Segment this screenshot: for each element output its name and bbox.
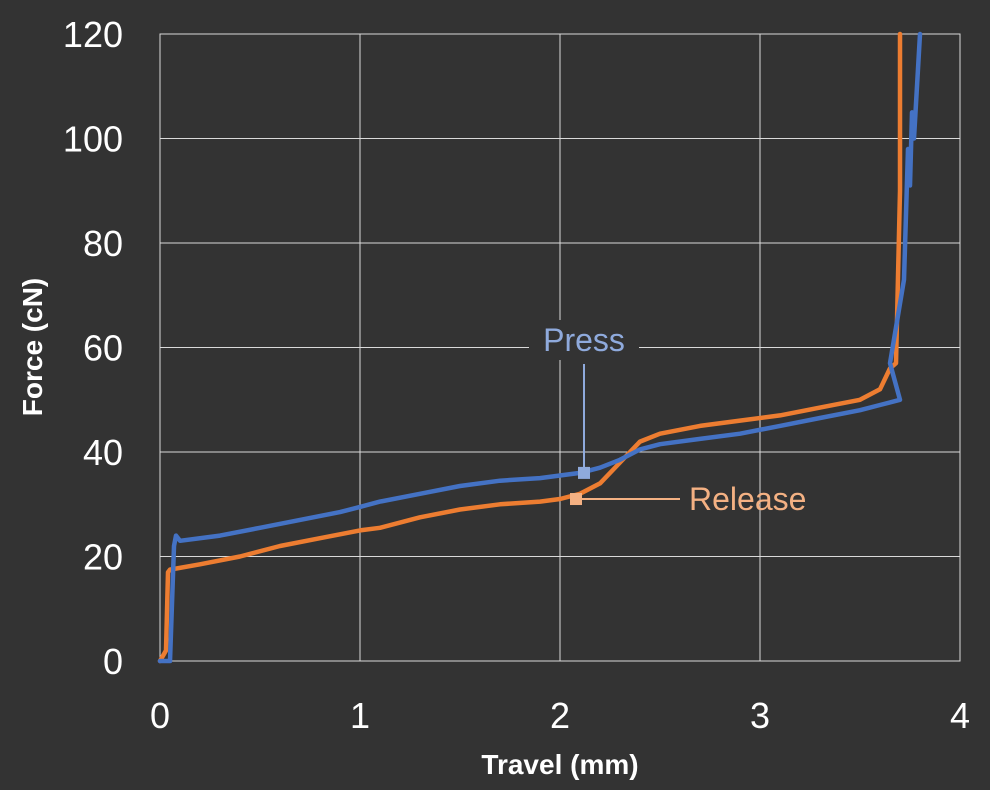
x-tick-labels: 0 1 2 3 4 bbox=[150, 695, 970, 736]
x-tick-label: 4 bbox=[950, 695, 970, 736]
y-axis-title: Force (cN) bbox=[17, 278, 48, 416]
x-tick-label: 3 bbox=[750, 695, 770, 736]
x-tick-label: 1 bbox=[350, 695, 370, 736]
release-marker bbox=[570, 493, 582, 506]
y-tick-label: 100 bbox=[63, 119, 123, 160]
press-label-bg bbox=[529, 320, 639, 360]
y-tick-label: 0 bbox=[103, 641, 123, 682]
press-marker bbox=[578, 466, 590, 479]
y-tick-label: 20 bbox=[83, 537, 123, 578]
series-callouts: Press Release bbox=[529, 320, 806, 517]
series-line-press bbox=[157, 31, 923, 664]
x-tick-label: 2 bbox=[550, 695, 570, 736]
press-label: Press bbox=[543, 322, 625, 358]
y-tick-label: 80 bbox=[83, 223, 123, 264]
x-axis-title: Travel (mm) bbox=[481, 749, 638, 780]
y-tick-label: 40 bbox=[83, 432, 123, 473]
x-tick-label: 0 bbox=[150, 695, 170, 736]
y-tick-label: 120 bbox=[63, 14, 123, 55]
y-tick-label: 60 bbox=[83, 328, 123, 369]
plot-area bbox=[159, 33, 961, 662]
release-label: Release bbox=[689, 481, 806, 517]
y-tick-labels: 0 20 40 60 80 100 120 bbox=[63, 14, 123, 682]
